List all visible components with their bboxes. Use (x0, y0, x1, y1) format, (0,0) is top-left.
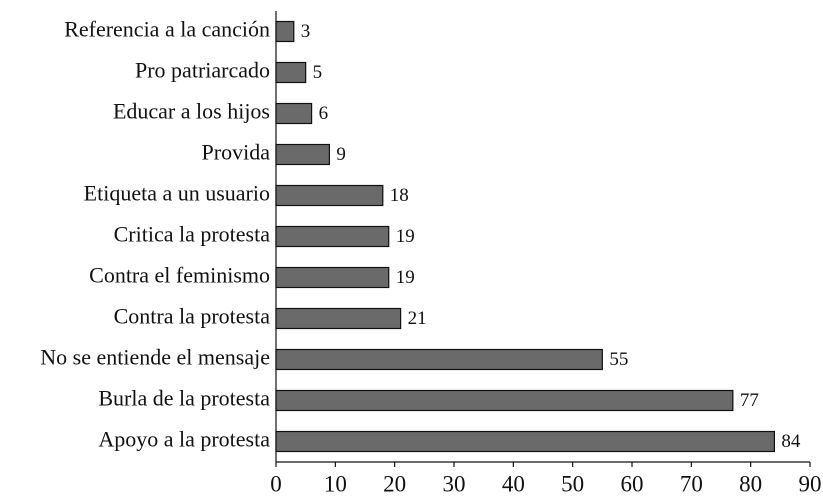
bar (275, 61, 307, 84)
bar (275, 348, 603, 371)
y-tick-label: Burla de la protesta (98, 386, 270, 411)
y-tick-label: Critica la protesta (114, 222, 271, 247)
value-label: 55 (609, 349, 628, 370)
x-tick-label: 90 (799, 471, 822, 496)
x-tick-label: 10 (324, 471, 347, 496)
x-tick-label: 0 (270, 471, 282, 496)
y-tick-label: Etiqueta a un usuario (84, 181, 270, 206)
y-tick-label: Referencia a la canción (64, 17, 270, 42)
bar (275, 102, 313, 125)
x-tick-label: 20 (383, 471, 406, 496)
y-tick-label: Contra la protesta (114, 304, 271, 329)
y-tick-label: Provida (202, 140, 271, 165)
x-tick-label: 40 (502, 471, 525, 496)
value-label: 9 (336, 144, 346, 165)
x-tick-label: 70 (680, 471, 703, 496)
value-label: 5 (313, 62, 323, 83)
value-label: 21 (408, 308, 427, 329)
bar (275, 266, 390, 289)
x-tick-label: 80 (739, 471, 762, 496)
bar (275, 430, 775, 453)
bar (275, 143, 331, 166)
value-label: 77 (740, 390, 759, 411)
y-tick-label: No se entiende el mensaje (40, 345, 270, 370)
value-label: 84 (781, 431, 801, 452)
y-tick-label: Pro patriarcado (135, 58, 270, 83)
value-label: 3 (301, 21, 311, 42)
bar (275, 184, 384, 207)
y-tick-label: Contra el feminismo (89, 263, 270, 288)
bar (275, 20, 295, 43)
y-tick-label: Educar a los hijos (113, 99, 270, 124)
bar (275, 225, 390, 248)
x-tick-label: 60 (621, 471, 644, 496)
value-label: 19 (396, 267, 415, 288)
x-tick-label: 50 (561, 471, 584, 496)
y-tick-label: Apoyo a la protesta (98, 427, 270, 452)
bar (275, 307, 402, 330)
value-label: 6 (319, 103, 329, 124)
bar (275, 389, 734, 412)
x-tick-label: 30 (443, 471, 466, 496)
value-label: 18 (390, 185, 409, 206)
value-label: 19 (396, 226, 415, 247)
